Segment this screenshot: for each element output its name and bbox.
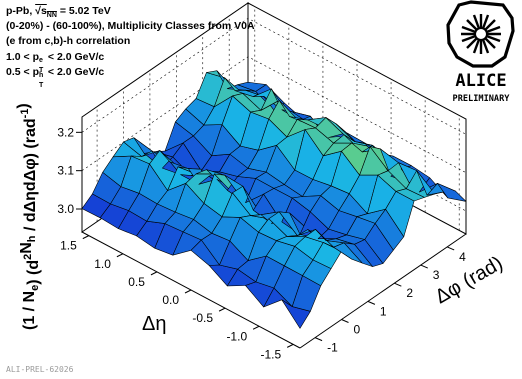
preliminary-id: ALI-PREL-62026 xyxy=(6,365,74,374)
x-tick xyxy=(394,282,402,287)
surface-mesh xyxy=(81,70,467,329)
x-axis-title: Δφ (rad) xyxy=(432,252,507,308)
x-tick xyxy=(314,337,323,342)
z-axis-title: (1 / Ne) (d2Nh / dΔηdΔφ) (rad-1) xyxy=(15,103,42,330)
z-gridline xyxy=(81,56,467,173)
x-tick-label: 1 xyxy=(380,304,387,318)
z-gridline xyxy=(81,17,467,135)
x-axis-line xyxy=(299,233,467,349)
alice-logo-name: ALICE xyxy=(455,71,506,91)
y-axis-title: Δη xyxy=(142,313,166,335)
y-tick-label: 0.0 xyxy=(162,293,179,307)
z-tick-label: 3.0 xyxy=(57,202,74,216)
y-tick xyxy=(218,307,226,312)
x-tick xyxy=(367,300,376,305)
y-tick-label: 0.5 xyxy=(128,275,145,289)
y-tick xyxy=(150,271,158,276)
system-label: p-Pb, √sNN = 5.02 TeV xyxy=(6,5,111,20)
x-tick xyxy=(420,264,428,269)
x-tick-label: 0 xyxy=(354,323,361,337)
y-tick xyxy=(252,325,260,330)
alice-logo: ALICE PRELIMINARY xyxy=(446,0,515,104)
y-tick-label: 1.0 xyxy=(94,257,111,271)
y-tick xyxy=(286,343,294,348)
correlation-label: (e from c,b)-h correlation xyxy=(6,35,131,47)
surface-cell xyxy=(437,183,467,202)
y-tick xyxy=(184,289,192,294)
z-tick-label: 3.1 xyxy=(57,164,74,178)
x-tick-label: 4 xyxy=(459,250,466,264)
y-tick-label: -1.5 xyxy=(261,347,282,361)
y-tick-label: -1.0 xyxy=(226,329,247,343)
x-tick xyxy=(341,319,349,323)
z-tick-label: 3.2 xyxy=(57,125,74,139)
y-tick xyxy=(82,235,90,240)
x-tick-label: -1 xyxy=(327,341,338,355)
axis-ticks: -1 0 1 2 3 4 -1.5 -1.0 -0.5 0.0 0.5 1.0 1.5 3.0 3.1 3.2 xyxy=(57,125,466,361)
x-tick-label: 2 xyxy=(406,286,413,300)
x-tick-label: 3 xyxy=(433,268,440,282)
x-tick xyxy=(446,246,455,251)
y-tick xyxy=(116,253,124,258)
alice-logo-tag: PRELIMINARY xyxy=(453,94,511,104)
classes-label: (0-20%) - (60-100%), Multiplicity Classe… xyxy=(6,20,255,32)
y-tick-label: -0.5 xyxy=(192,311,213,325)
y-tick-label: 1.5 xyxy=(60,239,77,253)
